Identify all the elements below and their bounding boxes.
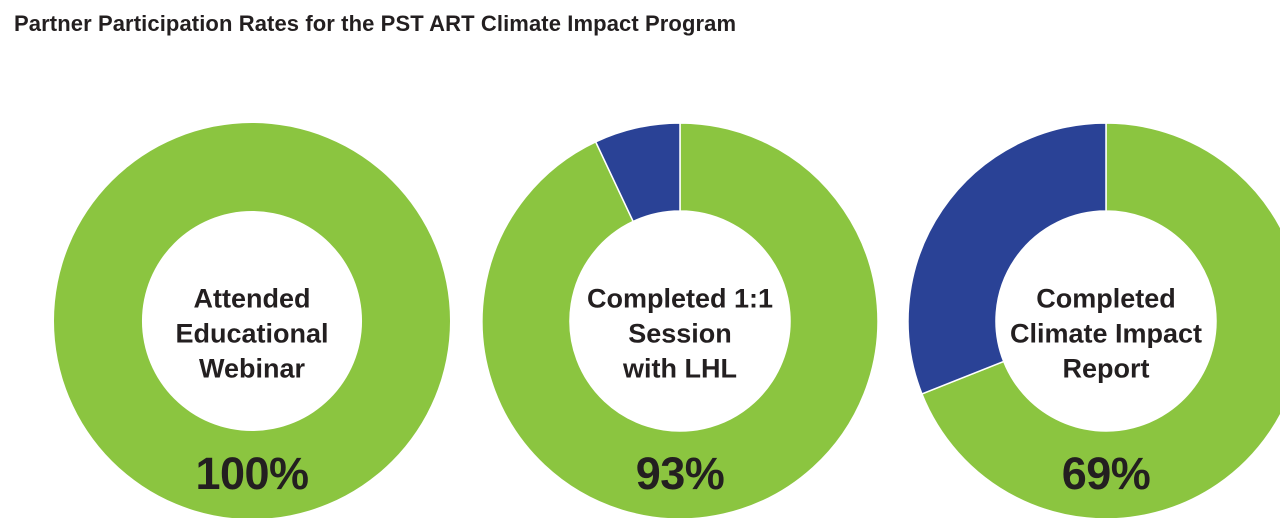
donut-label-line: Educational [175,318,329,349]
donut-ring-completed-1-1-session-with-lhl [482,123,878,518]
donut-ring-attended-educational-webinar [54,123,450,518]
donut-center-label: Completed Climate Impact Report [1010,282,1202,387]
donut-center-label: Completed 1:1 Session with LHL [587,282,773,387]
donut-label-line: Session [628,318,732,349]
donut-label-line: Completed 1:1 [586,283,774,314]
donut-segment-participated [54,123,450,518]
donut-segment-participated [921,123,1280,518]
donut-label-line: Climate Impact [1009,318,1203,349]
donut-segment-participated [482,123,878,518]
donut-chart-attended-educational-webinar: Attended Educational Webinar 100% [54,123,450,518]
donut-label-line: with LHL [623,353,737,384]
donut-segment-remainder [594,123,681,223]
donut-center-label: Attended Educational Webinar [175,282,328,387]
donut-percentage-value: 69% [1061,448,1151,499]
chart-title: Partner Participation Rates for the PST … [14,11,737,36]
donut-label-line: Completed [1036,283,1176,314]
donut-chart-completed-climate-impact-report: Completed Climate Impact Report 69% [908,123,1280,518]
donut-percentage-value: 93% [635,448,725,499]
donut-chart-completed-1-1-session-with-lhl: Completed 1:1 Session with LHL 93% [482,123,878,518]
donut-label-line: Report [1062,353,1150,384]
donut-label-line: Webinar [198,353,306,384]
donut-label-line: Attended [193,283,311,314]
donut-segment-remainder [908,123,1107,395]
donut-ring-completed-climate-impact-report [908,123,1280,518]
donut-percentage-value: 100% [195,448,309,499]
